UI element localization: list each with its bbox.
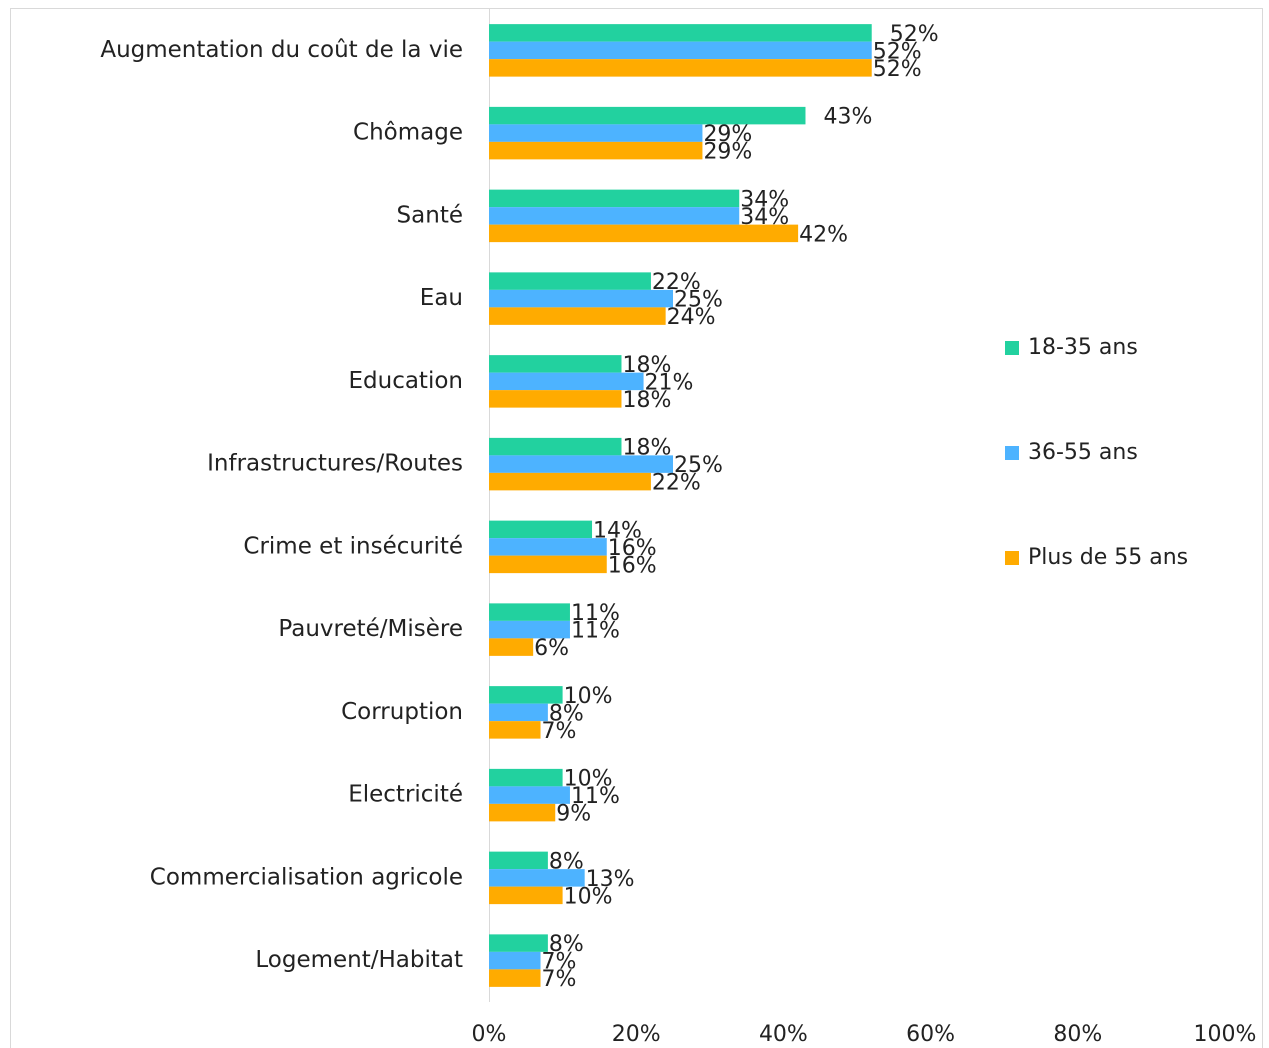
data-label: 10% <box>564 884 613 909</box>
bar <box>489 455 673 473</box>
legend-swatch <box>1005 341 1019 355</box>
data-label: 7% <box>542 950 577 975</box>
data-label: 42% <box>799 222 848 247</box>
bar <box>489 437 622 456</box>
y-tick-label: Infrastructures/Routes <box>207 451 463 477</box>
legend-swatch <box>1005 551 1019 565</box>
bar <box>489 289 673 308</box>
x-tick-label: 100% <box>1194 1022 1257 1047</box>
x-tick-label: 60% <box>906 1022 955 1047</box>
bar <box>489 307 666 325</box>
bar <box>489 851 548 870</box>
data-label: 21% <box>645 370 694 395</box>
bar <box>489 721 541 739</box>
data-label: 52% <box>873 57 922 82</box>
y-tick-label: Electricité <box>348 782 463 808</box>
bar <box>489 472 651 491</box>
y-tick-label: Crime et insécurité <box>243 533 463 559</box>
bar <box>489 786 570 804</box>
y-tick-label: Santé <box>397 202 463 228</box>
x-tick-label: 40% <box>759 1022 808 1047</box>
bar <box>489 768 563 787</box>
bar <box>489 969 541 987</box>
data-label: 25% <box>674 453 723 478</box>
y-tick-label: Chômage <box>353 120 463 146</box>
y-tick-label: Commercialisation agricole <box>150 864 463 890</box>
bar <box>489 869 585 887</box>
data-label: 52% <box>873 39 922 64</box>
data-label: 29% <box>703 122 752 147</box>
bar <box>489 538 607 556</box>
bar <box>489 41 872 60</box>
data-label: 29% <box>703 140 752 165</box>
x-tick-label: 80% <box>1053 1022 1102 1047</box>
bar <box>489 189 740 208</box>
bar <box>489 803 556 822</box>
legend-label: Plus de 55 ans <box>1028 545 1188 570</box>
y-tick-label: Eau <box>420 285 463 311</box>
y-tick-label: Education <box>348 368 463 394</box>
y-tick-label: Augmentation du coût de la vie <box>100 37 463 63</box>
legend-swatch <box>1005 446 1019 460</box>
bar <box>489 390 622 408</box>
bar <box>489 355 622 373</box>
bar <box>489 951 541 970</box>
bar <box>489 124 703 142</box>
data-label: 7% <box>542 967 577 992</box>
bar <box>489 372 644 391</box>
bar <box>489 638 534 656</box>
data-label: 16% <box>608 536 657 561</box>
data-label: 7% <box>542 719 577 744</box>
x-tick-label: 0% <box>472 1022 507 1047</box>
bar <box>489 520 593 539</box>
bar <box>489 620 570 639</box>
bar <box>489 703 548 722</box>
bar <box>489 686 563 704</box>
bar <box>489 886 563 905</box>
y-tick-label: Corruption <box>341 699 463 725</box>
bar <box>489 603 570 621</box>
x-tick-label: 20% <box>612 1022 661 1047</box>
legend-label: 18-35 ans <box>1028 335 1138 360</box>
data-label: 10% <box>564 684 613 709</box>
bar <box>489 934 548 952</box>
bar <box>489 555 607 574</box>
data-label: 11% <box>571 601 620 626</box>
data-label: 18% <box>622 388 671 413</box>
data-label: 16% <box>608 553 657 578</box>
bar <box>489 272 651 290</box>
data-label: 52% <box>890 22 939 47</box>
bar <box>489 59 872 77</box>
bar <box>489 207 740 225</box>
data-label: 11% <box>571 784 620 809</box>
data-label: 6% <box>534 636 569 661</box>
y-tick-label: Pauvreté/Misère <box>278 616 463 642</box>
y-tick-label: Logement/Habitat <box>255 947 463 973</box>
data-label: 43% <box>823 105 872 130</box>
data-label: 25% <box>674 288 723 313</box>
bar <box>489 224 799 243</box>
data-label: 13% <box>586 867 635 892</box>
data-label: 34% <box>740 187 789 212</box>
data-label: 11% <box>571 619 620 644</box>
data-label: 24% <box>667 305 716 330</box>
chart-frame <box>10 8 1263 1048</box>
legend-label: 36-55 ans <box>1028 440 1138 465</box>
bar <box>489 24 872 42</box>
bar <box>489 106 806 125</box>
bar <box>489 141 703 160</box>
data-label: 10% <box>564 767 613 792</box>
data-label: 22% <box>652 471 701 496</box>
data-label: 8% <box>549 932 584 957</box>
data-label: 8% <box>549 701 584 726</box>
data-label: 9% <box>556 802 591 827</box>
